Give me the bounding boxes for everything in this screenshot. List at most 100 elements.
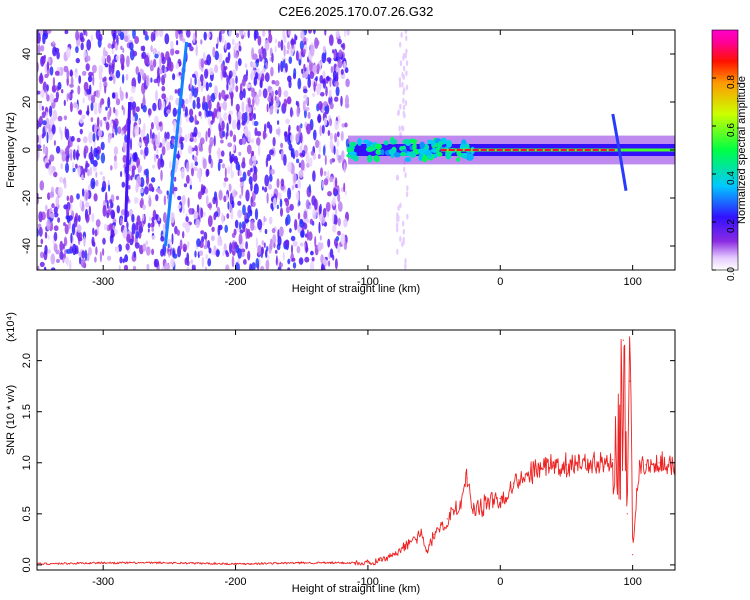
noise-blob: [163, 195, 167, 206]
noise-blob: [299, 40, 304, 51]
noise-blob: [263, 215, 266, 223]
streak-line: [124, 101, 132, 223]
noise-blob: [311, 92, 316, 98]
noise-blob: [38, 211, 43, 223]
noise-blob: [125, 243, 130, 251]
noise-blob: [263, 242, 266, 248]
noise-blob: [100, 152, 106, 164]
noise-blob: [131, 213, 135, 223]
noise-blob: [309, 218, 314, 225]
noise-blob: [230, 209, 234, 220]
noise-blob: [252, 53, 258, 61]
noise-blob: [189, 93, 192, 103]
noise-blob: [85, 110, 90, 115]
noise-blob: [46, 94, 50, 102]
noise-blob: [315, 76, 318, 82]
noise-blob: [115, 109, 119, 118]
noise-blob: [51, 203, 55, 209]
noise-blob: [253, 113, 256, 120]
noise-blob: [179, 239, 183, 250]
noise-blob: [99, 80, 102, 92]
noise-blob: [195, 44, 198, 57]
noise-blob: [250, 60, 253, 68]
noise-blob: [308, 30, 312, 34]
tone-blob: [419, 141, 425, 149]
noise-blob: [256, 67, 260, 73]
noise-blob: [283, 90, 289, 98]
noise-blob: [134, 197, 139, 204]
noise-blob: [231, 200, 235, 209]
noise-blob: [91, 212, 95, 223]
noise-blob: [313, 30, 316, 35]
noise-blob: [211, 235, 215, 242]
tone-blob: [412, 142, 417, 151]
noise-blob: [145, 168, 149, 178]
noise-blob: [200, 115, 203, 120]
snr-scale-label: (x10⁴): [5, 312, 17, 342]
noise-blob: [49, 154, 55, 162]
noise-blob: [400, 32, 403, 38]
x-tick-label: -200: [225, 576, 247, 588]
noise-blob: [187, 145, 193, 155]
noise-blob: [95, 30, 101, 40]
noise-blob: [69, 101, 73, 113]
noise-blob: [220, 30, 225, 35]
noise-blob: [113, 106, 116, 114]
noise-blob: [272, 234, 277, 245]
noise-blob: [220, 139, 224, 144]
noise-blob: [221, 212, 224, 222]
noise-blob: [196, 238, 201, 248]
noise-blob: [289, 203, 294, 211]
noise-blob: [184, 98, 189, 105]
x-tick-label: 100: [623, 576, 641, 588]
noise-blob: [205, 81, 209, 92]
noise-blob: [196, 102, 201, 109]
noise-blob: [294, 149, 299, 158]
noise-blob: [123, 35, 129, 43]
noise-blob: [303, 222, 308, 230]
snr-point: [565, 464, 568, 466]
noise-blob: [402, 97, 405, 104]
noise-blob: [95, 179, 99, 187]
noise-blob: [402, 104, 406, 111]
noise-blob: [262, 88, 268, 99]
noise-blob: [196, 96, 201, 104]
noise-blob: [291, 244, 293, 255]
y-tick-label: 1.0: [21, 455, 33, 470]
noise-blob: [68, 93, 71, 99]
noise-blob: [253, 30, 257, 41]
noise-blob: [336, 148, 339, 160]
noise-blob: [334, 177, 338, 189]
noise-blob: [229, 242, 233, 254]
noise-blob: [88, 151, 94, 161]
noise-blob: [239, 177, 243, 183]
noise-blob: [206, 195, 209, 206]
noise-blob: [167, 238, 172, 250]
noise-blob: [162, 223, 166, 234]
noise-blob: [300, 123, 303, 129]
snr-y-ticks: 0.0 0.5 1.0 1.5 2.0: [21, 353, 675, 573]
tone-blob: [427, 139, 433, 145]
noise-blob: [186, 174, 190, 184]
noise-blob: [223, 177, 229, 182]
noise-blob: [211, 226, 215, 232]
noise-blob: [340, 130, 344, 142]
noise-blob: [318, 143, 321, 154]
noise-blob: [96, 90, 99, 95]
noise-blob: [405, 60, 409, 67]
tone-blob: [423, 149, 432, 155]
noise-blob: [307, 74, 311, 81]
noise-blob: [251, 120, 255, 126]
noise-blob: [218, 92, 222, 101]
noise-blob: [167, 243, 170, 249]
noise-blob: [150, 177, 156, 183]
noise-blob: [296, 106, 300, 118]
noise-blob: [328, 260, 331, 267]
noise-blob: [113, 120, 117, 130]
noise-blob: [235, 261, 240, 270]
noise-blob: [217, 249, 220, 256]
noise-blob: [285, 206, 290, 214]
noise-blob: [323, 101, 328, 107]
noise-blob: [39, 180, 45, 191]
noise-blob: [328, 34, 334, 46]
